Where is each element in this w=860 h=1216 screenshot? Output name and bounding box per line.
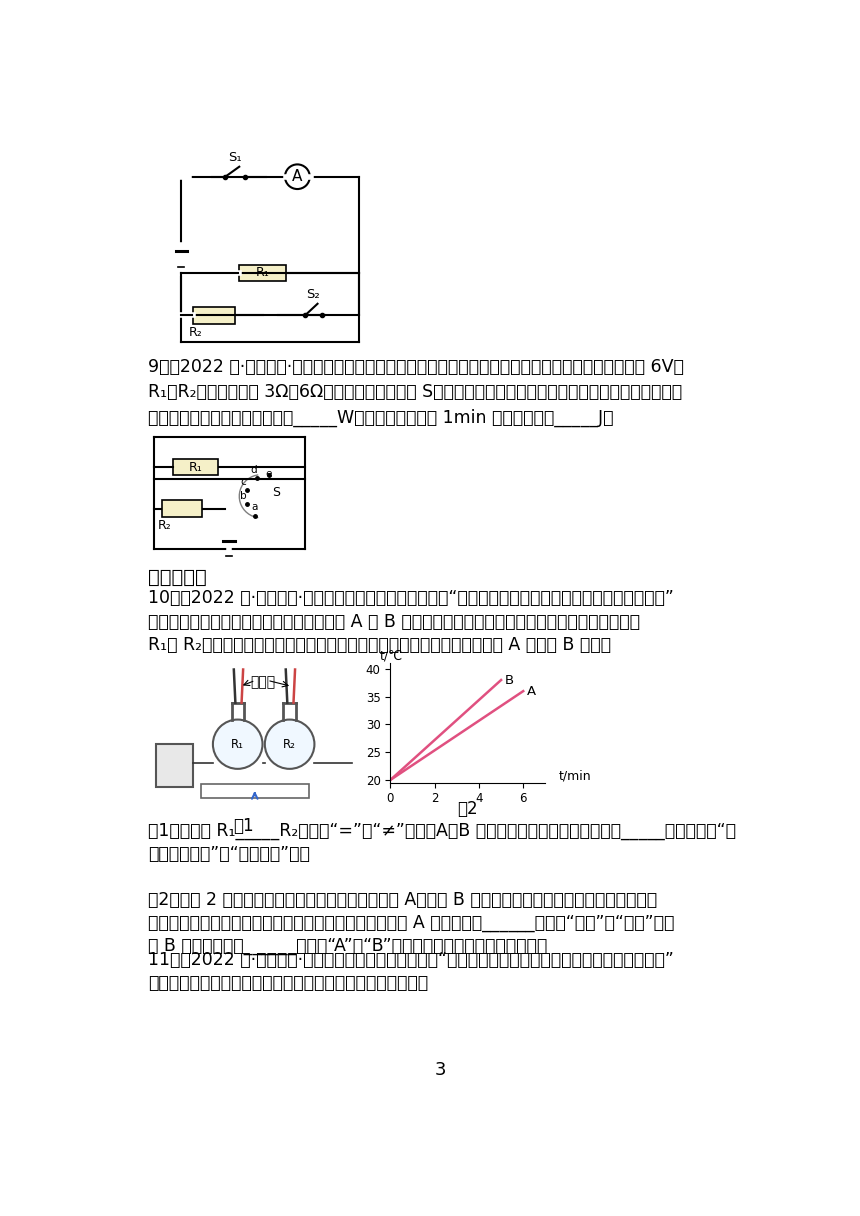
- Text: 10．（2022 秋·湖北随州·九年级统考期末）如图所示，是“探究不同物质吸收热量的多少与物质种类有关”: 10．（2022 秋·湖北随州·九年级统考期末）如图所示，是“探究不同物质吸收热…: [148, 589, 673, 607]
- Bar: [156, 744, 193, 787]
- Bar: [193, 306, 236, 323]
- Text: 温度计: 温度计: [251, 675, 276, 689]
- Text: b: b: [240, 491, 247, 501]
- Text: 图1: 图1: [233, 817, 254, 835]
- Text: R₁和 R₂进行加热，不计热量损失，即可认为电阻丝放出的热量完全被液体 A 和液体 B 吸收。: R₁和 R₂进行加热，不计热量损失，即可认为电阻丝放出的热量完全被液体 A 和液…: [148, 636, 611, 654]
- Text: 体升高的温度”或“加热时间”）。: 体升高的温度”或“加热时间”）。: [148, 845, 310, 863]
- Text: 11．（2022 秋·湖北鄂州·九年级统考期末）如图所示为“探究电流通过导体时产生的热量与哪些因素有关”: 11．（2022 秋·湖北鄂州·九年级统考期末）如图所示为“探究电流通过导体时产…: [148, 951, 673, 969]
- Circle shape: [285, 164, 310, 188]
- Bar: [239, 265, 286, 281]
- Text: 实验的部分装置，两个相同的透明容器中封闭着等量的空气。: 实验的部分装置，两个相同的透明容器中封闭着等量的空气。: [148, 974, 428, 992]
- Text: S: S: [273, 486, 280, 499]
- Text: R₁、R₂的阻值分别为 3Ω、6Ω，通过旋转扇形开关 S，接触不同触点，实现高、中、低三个挡位的转换．保: R₁、R₂的阻值分别为 3Ω、6Ω，通过旋转扇形开关 S，接触不同触点，实现高、…: [148, 383, 682, 401]
- Text: d: d: [250, 465, 256, 474]
- Text: R₂: R₂: [158, 519, 172, 533]
- Text: 3: 3: [435, 1060, 446, 1079]
- Bar: [174, 458, 218, 475]
- Text: R₁: R₁: [231, 738, 244, 750]
- Text: 体 B 吸收的热量；______（选填“A”或“B”）液体更适合作发动机的冷却液。: 体 B 吸收的热量；______（选填“A”或“B”）液体更适合作发动机的冷却液…: [148, 938, 547, 956]
- Text: a: a: [252, 502, 258, 512]
- Text: R₁: R₁: [255, 266, 269, 280]
- Text: （1）当电阻 R₁_____R₂（选填“=”或“≠”）时，A、B 两种液体吸收热量的多少可通过_____比较（选填“液: （1）当电阻 R₁_____R₂（选填“=”或“≠”）时，A、B 两种液体吸收热…: [148, 822, 736, 840]
- Text: S₁: S₁: [229, 152, 243, 164]
- Text: A: A: [292, 169, 303, 184]
- Text: 9．（2022 秋·湖北襄阳·九年级统考期末）如图所示，是某种电热保暖鞋的工作原理示意图．供电电压 6V，: 9．（2022 秋·湖北襄阳·九年级统考期末）如图所示，是某种电热保暖鞋的工作原…: [148, 358, 684, 376]
- Text: 的实验装置，小阳选取了质量和初温均相同 A 和 B 两种不同液体放入烧瓶进行实验，烧瓶中放入电阻丝: 的实验装置，小阳选取了质量和初温均相同 A 和 B 两种不同液体放入烧瓶进行实验…: [148, 613, 640, 631]
- Text: e: e: [266, 469, 272, 479]
- Text: 暖鞋在低温挡工作时的电功率是_____W，它的高温挡工作 1min 产生的热量是_____J。: 暖鞋在低温挡工作时的电功率是_____W，它的高温挡工作 1min 产生的热量是…: [148, 409, 613, 427]
- Text: S₂: S₂: [306, 288, 320, 302]
- Text: c: c: [240, 477, 246, 488]
- Text: R₂: R₂: [283, 738, 296, 750]
- Text: R₂: R₂: [189, 326, 203, 339]
- Text: （2）如图 2 所示，是小阳根据实验数据绘制的液体 A、液体 B 的温度随时间变化的图象，根据图象可以: （2）如图 2 所示，是小阳根据实验数据绘制的液体 A、液体 B 的温度随时间变…: [148, 891, 657, 910]
- Circle shape: [213, 720, 262, 769]
- Text: R₁: R₁: [189, 461, 203, 473]
- Bar: [162, 500, 202, 517]
- Text: 三、实验题: 三、实验题: [148, 568, 206, 587]
- Circle shape: [265, 720, 315, 769]
- Text: 判断：在控制液体质量、升高的温度相同的前提下，液体 A 吸收的热量______（选填“大于”或“小于”）液: 判断：在控制液体质量、升高的温度相同的前提下，液体 A 吸收的热量______（…: [148, 914, 674, 933]
- Text: 图2: 图2: [458, 800, 478, 817]
- Bar: [200, 784, 309, 798]
